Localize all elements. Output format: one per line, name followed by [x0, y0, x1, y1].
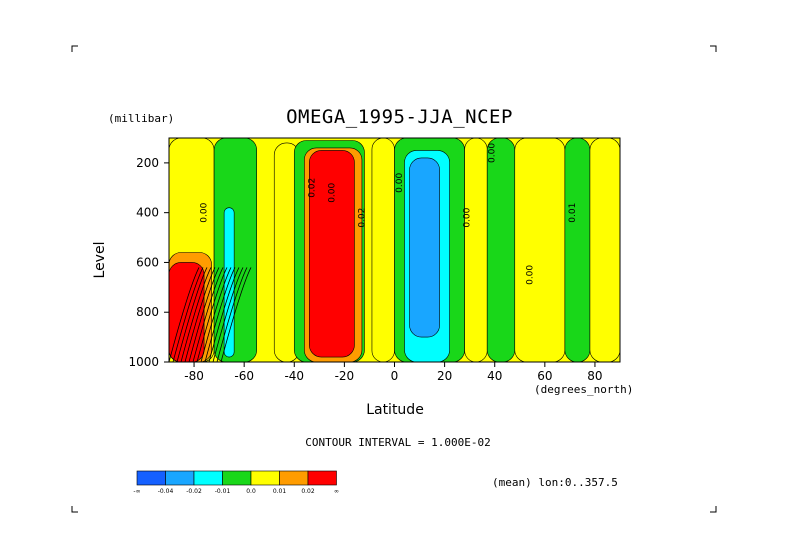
shaded-region [514, 137, 566, 363]
shaded-region [564, 137, 591, 363]
contour-line [180, 267, 212, 363]
colorbar-swatch [279, 470, 309, 486]
contour-line [208, 267, 240, 363]
y-tick-label: 800 [136, 305, 159, 319]
corner-mark-1 [710, 45, 717, 52]
y-tick-label: 400 [136, 206, 159, 220]
contour-label: 0.02 [357, 208, 367, 228]
contour-label: 0.00 [525, 265, 535, 285]
colorbar-label: -0.02 [186, 488, 202, 495]
x-tick-label: 20 [437, 369, 452, 383]
x-tick-label: -60 [234, 369, 254, 383]
colorbar-swatch [250, 470, 280, 486]
colorbar-swatch [136, 470, 166, 486]
contour-line [176, 267, 208, 363]
contour-line [192, 267, 224, 363]
y-axis-unit: (millibar) [108, 112, 175, 125]
contour-line [184, 267, 216, 363]
contour-label: 0.01 [568, 203, 578, 223]
colorbar-label: -0.01 [215, 488, 231, 495]
contour-interval-text: CONTOUR INTERVAL = 1.000E-02 [305, 436, 491, 449]
colorbar-swatch [307, 470, 337, 486]
shaded-region [309, 150, 355, 358]
contour-label: 0.00 [488, 143, 498, 163]
colorbar-swatch [165, 470, 195, 486]
contour-line [172, 267, 204, 363]
shaded-region [589, 137, 621, 363]
shaded-region [464, 137, 488, 363]
colorbar-swatch [193, 470, 223, 486]
x-tick-label: 40 [487, 369, 502, 383]
contour-line [168, 267, 200, 363]
x-tick-label: -80 [184, 369, 204, 383]
x-tick-label: 0 [391, 369, 399, 383]
x-tick-label: -40 [284, 369, 304, 383]
chart-title: OMEGA_1995-JJA_NCEP [286, 106, 513, 128]
contour-line [216, 267, 248, 363]
corner-mark-2 [71, 506, 78, 513]
footnote-text: (mean) lon:0..357.5 [492, 476, 618, 489]
contour-label: 0.02 [307, 178, 317, 198]
shaded-region [486, 137, 516, 363]
colorbar-label: 0.02 [301, 488, 315, 495]
colorbar-label: -∞ [133, 488, 140, 495]
contour-label: 0.00 [395, 173, 405, 193]
colorbar-label: 0.0 [246, 488, 256, 495]
contour-line [220, 267, 252, 363]
contour-line [212, 267, 244, 363]
contour-line [188, 267, 220, 363]
corner-mark-0 [71, 45, 78, 52]
shaded-region [409, 157, 440, 338]
colorbar-label: ∞ [334, 488, 339, 495]
x-tick-label: -20 [335, 369, 355, 383]
contour-label: 0.00 [327, 182, 337, 202]
colorbar-label: -0.04 [158, 488, 174, 495]
y-tick-label: 200 [136, 156, 159, 170]
contour-line [204, 267, 236, 363]
y-tick-label: 600 [136, 255, 159, 269]
contour-label: 0.00 [463, 207, 473, 227]
shaded-region [213, 137, 257, 363]
contour-line [196, 267, 228, 363]
contour-label: 0.00 [200, 202, 210, 222]
x-axis-label: Latitude [366, 402, 424, 418]
x-axis-unit: (degrees_north) [534, 383, 634, 396]
x-tick-label: 60 [537, 369, 552, 383]
x-tick-label: 80 [587, 369, 602, 383]
y-tick-label: 1000 [128, 355, 159, 369]
colorbar-label: 0.01 [273, 488, 287, 495]
contour-line [200, 267, 232, 363]
shaded-region [371, 137, 395, 363]
corner-mark-3 [710, 506, 717, 513]
colorbar-swatch [222, 470, 252, 486]
